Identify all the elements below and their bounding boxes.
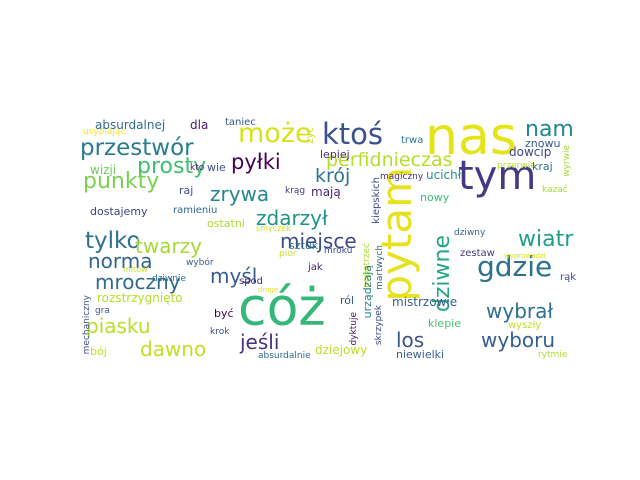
word: żyć [305,127,316,144]
word: piasku [86,314,151,338]
word: niewielki [396,348,445,361]
word: wyprowadzi [504,252,546,260]
word: mitów [123,265,148,274]
word: miejsce [280,229,357,253]
word: wiatr [518,227,574,252]
word: jeśli [240,330,280,354]
word: zestaw [460,248,495,259]
word: nas [425,107,517,167]
word: punkty [83,169,160,194]
word: dyktuje [349,312,359,346]
word: wybrał [486,299,554,323]
word: absurdalnej [95,118,166,132]
word: pyłki [231,150,281,174]
word: kazać [542,185,568,195]
word: mroku [324,246,353,256]
word: skrzypek [374,305,384,346]
word: wyboru [481,328,556,352]
word: dziwny [454,228,486,238]
word: znowu [525,137,561,150]
word: sztuki [289,239,322,252]
word: gra [95,306,110,316]
word: rąk [560,272,577,283]
word: klepie [428,317,461,330]
word: tym [458,153,537,199]
word: dawno [140,337,207,361]
word: przerwie [497,161,536,171]
word: myśl [210,264,258,288]
word: pior [279,249,297,259]
word: może [238,118,312,149]
word: zdarzył [256,206,328,230]
word: ucichł [426,168,462,182]
word: perfidnieczas [326,149,453,171]
word: kiepskich [371,177,382,224]
word: rytmie [538,350,568,360]
word: ostatni [207,217,245,230]
word: krój [315,165,351,187]
word: ktoś [322,117,384,151]
word: bój [90,345,107,358]
word: dla [190,118,209,132]
word: krąg [285,186,306,196]
word: magiczny [380,172,424,182]
word: raj [179,184,194,197]
word: norma [88,249,153,273]
word: dziejowy [315,343,368,357]
word: mistrzowie [392,295,458,309]
word: wyrwie [562,145,572,177]
word: rozstrzygnięto [97,291,183,305]
word: kraj [532,160,553,173]
word: dostajemy [90,205,148,218]
word: przestwór [80,135,194,161]
word: jak [308,262,323,273]
word: ról [340,294,355,307]
word: lepiej [320,148,350,161]
word: być [214,307,234,320]
word: cóż [238,278,326,338]
word: kto [190,163,205,173]
word: droge [258,286,279,294]
word: smyczek [256,224,291,233]
word: dowcip [509,145,552,159]
word-cloud: nas pytam cóż tym ktoś może gdzie perfid… [80,105,580,365]
word: taniec [225,117,256,128]
word: krok [210,327,230,337]
word: absurdalnie [258,351,311,361]
word: prosty [137,154,207,179]
word: gdzie [477,250,553,283]
word: mroczny [95,270,181,294]
word: trwa [401,135,424,146]
word: tylko [85,228,141,254]
word: wyszły [508,320,542,331]
word: wybór [186,258,214,268]
word: twarzy [135,234,203,258]
word: dziwnie [152,274,187,284]
word: mają [311,185,341,199]
word: spod [239,276,264,287]
word: usypiając [83,127,126,137]
word: nam [525,117,574,142]
word: ramieniu [173,205,218,216]
word: wie [207,161,226,174]
word: zrywa [210,182,270,206]
word: wizji [90,163,117,177]
word: urządzają [361,265,374,319]
word: los [396,328,425,352]
word: martwych [375,245,385,290]
word: nowy [420,191,450,204]
